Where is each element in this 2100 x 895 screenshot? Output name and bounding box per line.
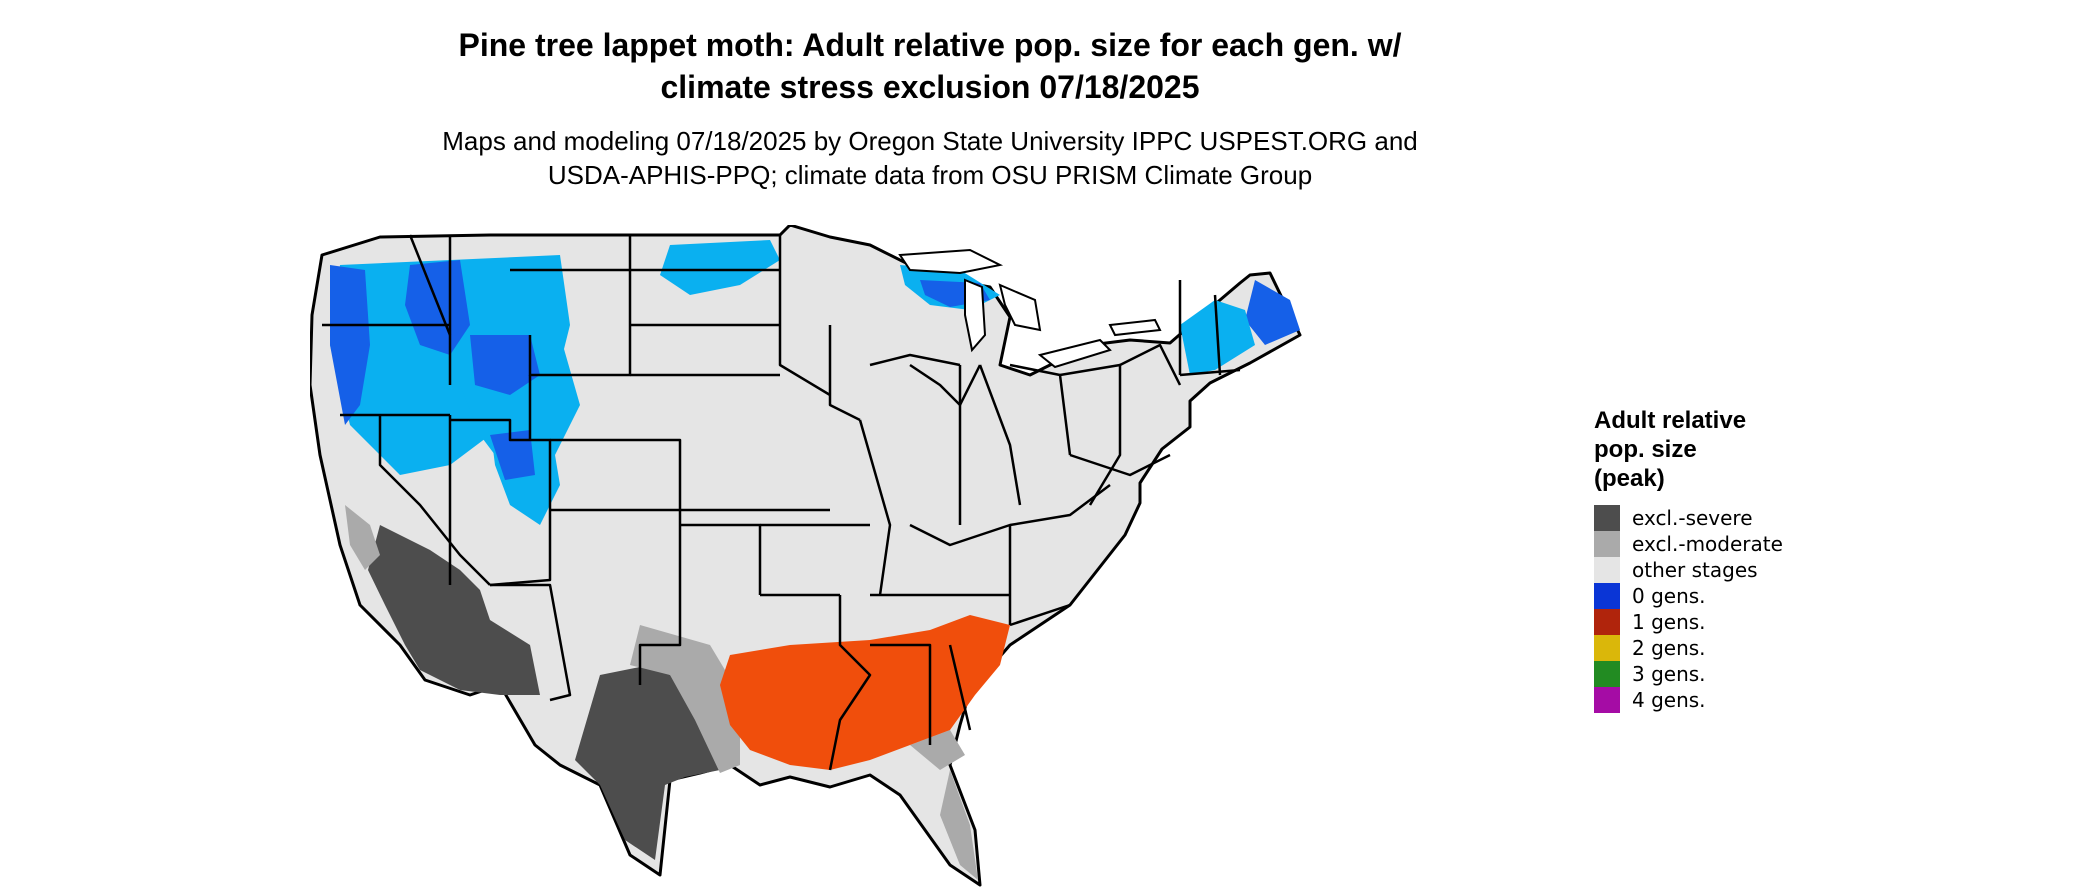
moderate-texas bbox=[630, 625, 740, 773]
legend-title-line-2: pop. size bbox=[1594, 436, 1697, 463]
state-borders bbox=[322, 234, 1241, 771]
legend-swatch bbox=[1594, 557, 1620, 583]
legend-swatch bbox=[1594, 609, 1620, 635]
legend-label: 3 gens. bbox=[1632, 662, 1706, 686]
legend-item: 2 gens. bbox=[1594, 635, 1783, 661]
blue-dark-maine bbox=[1245, 280, 1300, 345]
map-title-line-1: Pine tree lappet moth: Adult relative po… bbox=[458, 27, 1402, 63]
legend-item: excl.-moderate bbox=[1594, 531, 1783, 557]
legend-label: 1 gens. bbox=[1632, 610, 1706, 634]
map-subtitle: Maps and modeling 07/18/2025 by Oregon S… bbox=[330, 124, 1530, 192]
legend-swatch bbox=[1594, 635, 1620, 661]
blue-dark-colorado bbox=[490, 430, 535, 480]
moderate-georgia bbox=[910, 730, 965, 770]
lake-michigan bbox=[964, 278, 987, 353]
blue-light-north-plains bbox=[660, 240, 780, 295]
us-map bbox=[310, 225, 1302, 887]
legend-label: 0 gens. bbox=[1632, 584, 1706, 608]
legend-item: other stages bbox=[1594, 557, 1783, 583]
severe-texas bbox=[575, 665, 720, 860]
severe-southwest bbox=[368, 525, 540, 695]
legend-item: excl.-severe bbox=[1594, 505, 1783, 531]
legend-swatch bbox=[1594, 531, 1620, 557]
moderate-florida bbox=[940, 770, 978, 880]
legend-label: excl.-severe bbox=[1632, 506, 1753, 530]
moderate-california bbox=[345, 505, 380, 570]
legend-title-line-3: (peak) bbox=[1594, 465, 1665, 492]
map-title-line-2: climate stress exclusion 07/18/2025 bbox=[660, 69, 1200, 105]
legend-swatch bbox=[1594, 687, 1620, 713]
legend-label: 2 gens. bbox=[1632, 636, 1706, 660]
legend-swatch bbox=[1594, 661, 1620, 687]
blue-dark-wyoming bbox=[470, 335, 540, 395]
map-title: Pine tree lappet moth: Adult relative po… bbox=[330, 24, 1530, 108]
legend-item: 3 gens. bbox=[1594, 661, 1783, 687]
legend: Adult relative pop. size (peak) excl.-se… bbox=[1594, 406, 1783, 713]
legend-items: excl.-severe excl.-moderate other stages 0 … bbox=[1594, 505, 1783, 713]
lake-ontario bbox=[1108, 318, 1162, 337]
legend-title: Adult relative pop. size (peak) bbox=[1594, 406, 1783, 493]
legend-label: other stages bbox=[1632, 558, 1758, 582]
lake-erie bbox=[1037, 338, 1112, 369]
legend-title-line-1: Adult relative bbox=[1594, 407, 1747, 434]
legend-label: excl.-moderate bbox=[1632, 532, 1783, 556]
legend-item: 0 gens. bbox=[1594, 583, 1783, 609]
blue-dark-idaho bbox=[405, 260, 470, 355]
legend-swatch bbox=[1594, 505, 1620, 531]
legend-item: 1 gens. bbox=[1594, 609, 1783, 635]
legend-swatch bbox=[1594, 583, 1620, 609]
blue-dark-cascades bbox=[330, 265, 370, 425]
map-subtitle-line-2: USDA-APHIS-PPQ; climate data from OSU PR… bbox=[547, 160, 1313, 190]
legend-label: 4 gens. bbox=[1632, 688, 1706, 712]
gen1-southeast bbox=[720, 615, 1010, 770]
map-subtitle-line-1: Maps and modeling 07/18/2025 by Oregon S… bbox=[442, 126, 1418, 156]
legend-item: 4 gens. bbox=[1594, 687, 1783, 713]
lake-huron bbox=[998, 283, 1042, 332]
lake-superior bbox=[898, 248, 1004, 275]
